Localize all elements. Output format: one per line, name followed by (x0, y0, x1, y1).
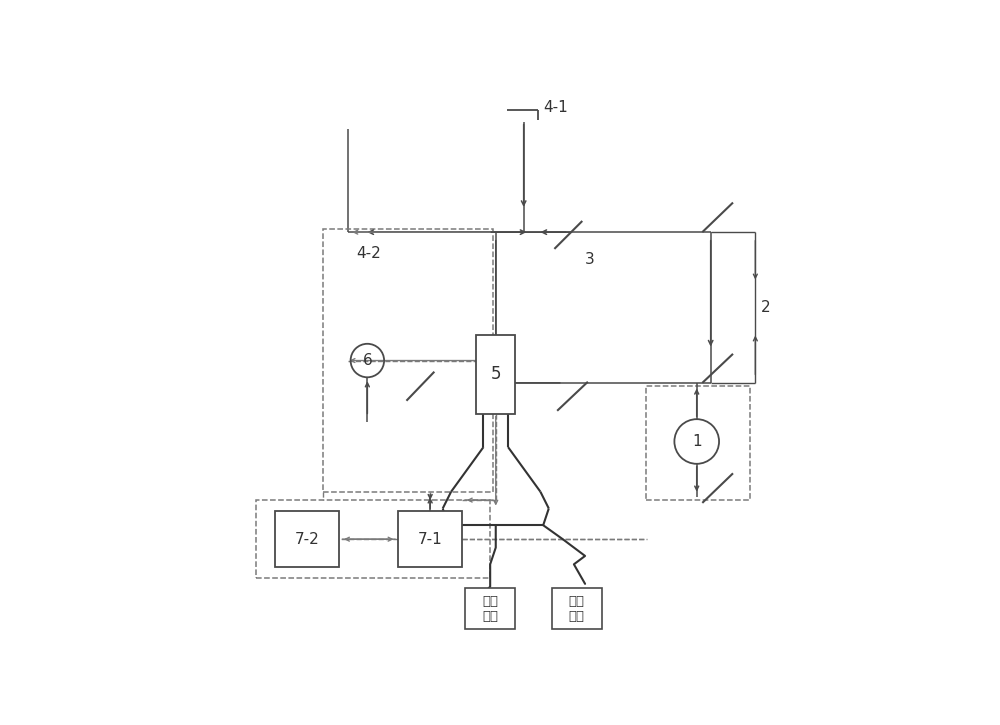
Text: 5: 5 (491, 365, 501, 384)
FancyBboxPatch shape (465, 588, 515, 629)
Text: 6: 6 (362, 353, 372, 368)
Text: 7-2: 7-2 (295, 531, 320, 547)
Text: 加热: 加热 (482, 610, 498, 623)
Text: 激光: 激光 (482, 595, 498, 608)
Text: 4-2: 4-2 (356, 246, 381, 261)
Text: 3: 3 (585, 252, 595, 267)
FancyBboxPatch shape (275, 511, 339, 567)
Text: 2: 2 (761, 300, 771, 315)
Text: 4-1: 4-1 (543, 100, 568, 115)
FancyBboxPatch shape (476, 336, 515, 413)
Text: 7-1: 7-1 (418, 531, 443, 547)
Text: 液氮: 液氮 (569, 595, 585, 608)
FancyBboxPatch shape (398, 511, 462, 567)
Text: 1: 1 (692, 434, 702, 449)
Text: 制冷: 制冷 (569, 610, 585, 623)
FancyBboxPatch shape (552, 588, 602, 629)
